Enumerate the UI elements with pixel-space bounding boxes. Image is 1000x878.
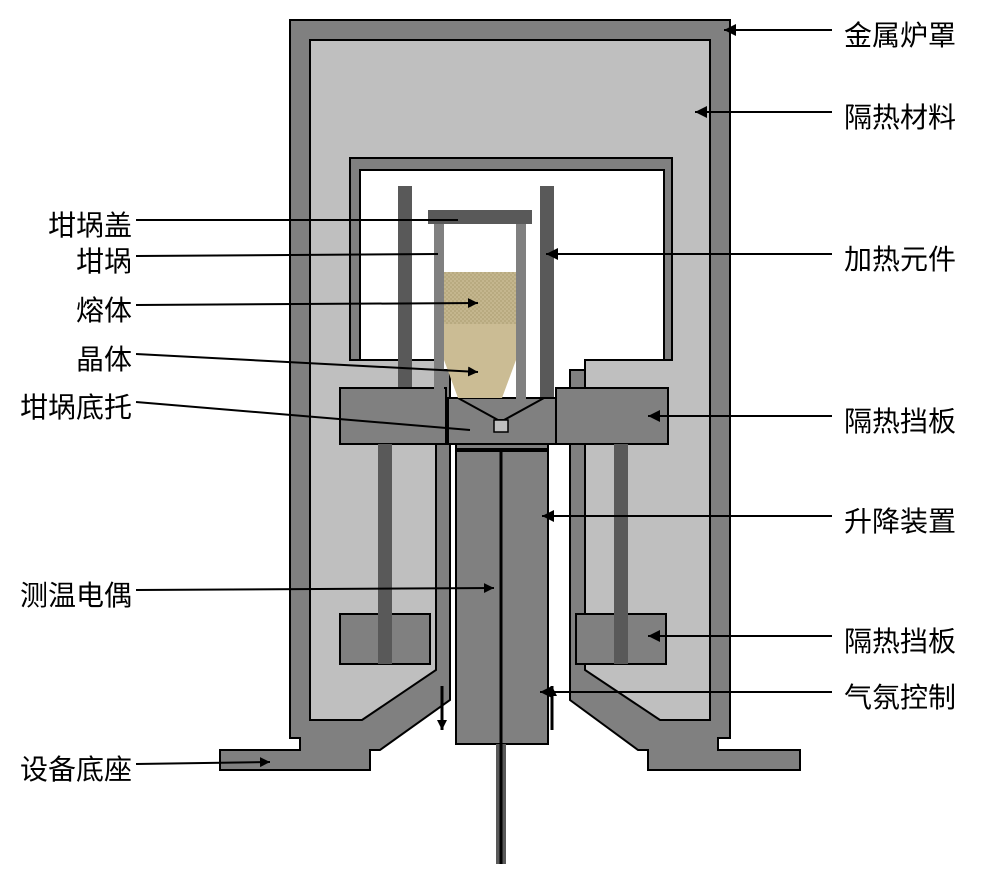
label-lift-device: 升降装置	[844, 500, 956, 540]
label-thermocouple: 测温电偶	[20, 574, 132, 614]
label-insulation: 隔热材料	[844, 96, 956, 136]
label-heating-element: 加热元件	[844, 238, 956, 278]
crucible-lid-shape	[428, 210, 532, 224]
heater-right	[540, 186, 554, 416]
label-melt: 熔体	[76, 289, 132, 329]
crystal-shape	[444, 324, 516, 398]
crucible-wall-left	[434, 214, 444, 400]
label-baffle-lower: 隔热挡板	[844, 620, 956, 660]
label-crucible-base: 坩埚底托	[20, 386, 132, 426]
baffle-rod-right	[614, 444, 628, 664]
diagram-stage: 坩埚盖坩埚熔体晶体坩埚底托测温电偶设备底座金属炉罩隔热材料加热元件隔热挡板升降装…	[0, 0, 1000, 878]
melt-shape	[444, 272, 516, 324]
label-metal-cover: 金属炉罩	[844, 14, 956, 54]
baffle-rod-left	[378, 444, 392, 664]
label-baffle-upper: 隔热挡板	[844, 400, 956, 440]
label-atm-control: 气氛控制	[844, 676, 956, 716]
label-crystal: 晶体	[76, 338, 132, 378]
label-crucible: 坩埚	[76, 240, 132, 280]
label-crucible-lid: 坩埚盖	[48, 204, 132, 244]
baffle-upper-left	[340, 388, 446, 444]
label-equipment-base: 设备底座	[20, 748, 132, 788]
crucible-wall-right	[516, 214, 526, 400]
